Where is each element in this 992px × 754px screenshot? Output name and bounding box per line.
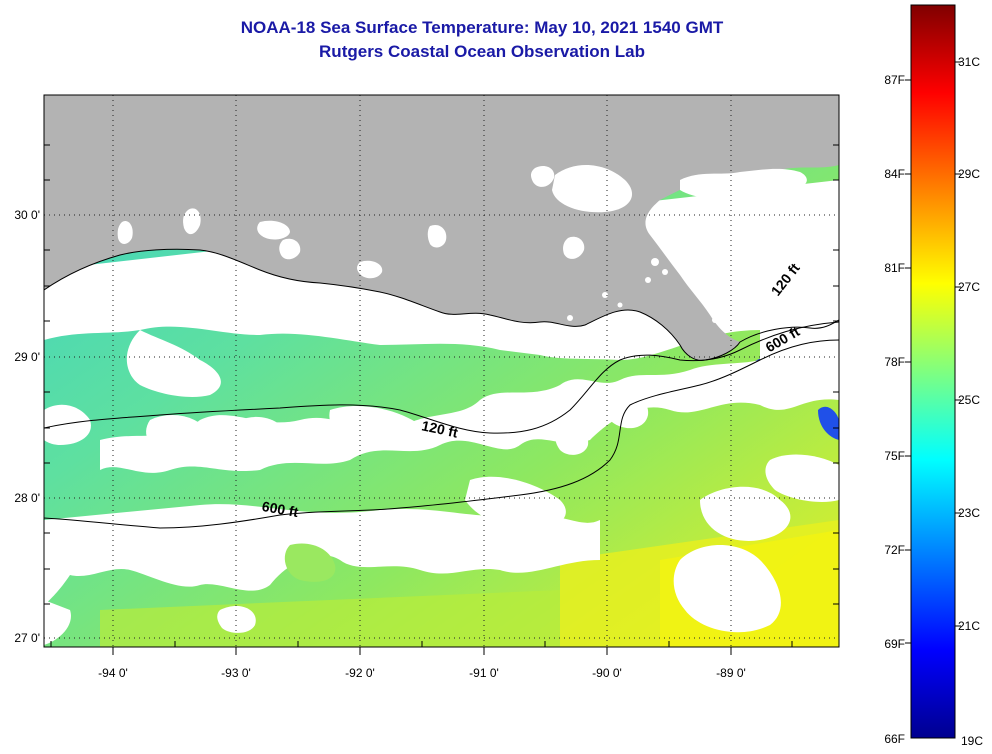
lon-label: -93 0' xyxy=(221,666,251,680)
map-title: NOAA-18 Sea Surface Temperature: May 10,… xyxy=(240,18,724,37)
colorbar-f-label: 84F xyxy=(884,167,905,181)
colorbar-f-label: 87F xyxy=(884,73,905,87)
colorbar-c-label: 21C xyxy=(958,619,980,633)
lat-label: 27 0' xyxy=(14,631,40,645)
isobath-120ft xyxy=(44,321,839,434)
colorbar-ticks xyxy=(905,61,961,644)
lon-label: -92 0' xyxy=(345,666,375,680)
colorbar-c-label: 31C xyxy=(958,55,980,69)
plot-frame xyxy=(43,94,840,648)
lon-label: -89 0' xyxy=(716,666,746,680)
coastline xyxy=(44,248,839,361)
colorbar-f-label: 78F xyxy=(884,355,905,369)
colorbar-c-label: 23C xyxy=(958,506,980,520)
colorbar-c-label: 29C xyxy=(958,167,980,181)
colorbar-f-label: 72F xyxy=(884,543,905,557)
inland-water xyxy=(117,164,807,279)
graticule xyxy=(44,95,839,647)
title-block: NOAA-18 Sea Surface Temperature: May 10,… xyxy=(0,16,964,64)
contour-label: 600 ft xyxy=(261,498,300,520)
isobath-600ft xyxy=(44,339,839,529)
lon-label: -94 0' xyxy=(98,666,128,680)
colorbar-f-label: 69F xyxy=(884,637,905,651)
frame-ticks xyxy=(44,144,839,655)
colorbar xyxy=(910,4,956,739)
colorbar-f-label: 75F xyxy=(884,449,905,463)
delta-marsh xyxy=(512,227,833,345)
colorbar-f-label: 81F xyxy=(884,261,905,275)
lat-label: 28 0' xyxy=(14,491,40,505)
colorbar-c-label: 19C xyxy=(961,734,983,748)
contour-label: 120 ft xyxy=(420,417,459,440)
lat-label: 30 0' xyxy=(14,208,40,222)
map-subtitle: Rutgers Coastal Ocean Observation Lab xyxy=(319,42,645,61)
colorbar-c-label: 25C xyxy=(958,393,980,407)
colorbar-c-label: 27C xyxy=(958,280,980,294)
lon-label: -91 0' xyxy=(469,666,499,680)
lon-label: -90 0' xyxy=(592,666,622,680)
lat-label: 29 0' xyxy=(14,350,40,364)
colorbar-f-label: 66F xyxy=(884,732,905,746)
